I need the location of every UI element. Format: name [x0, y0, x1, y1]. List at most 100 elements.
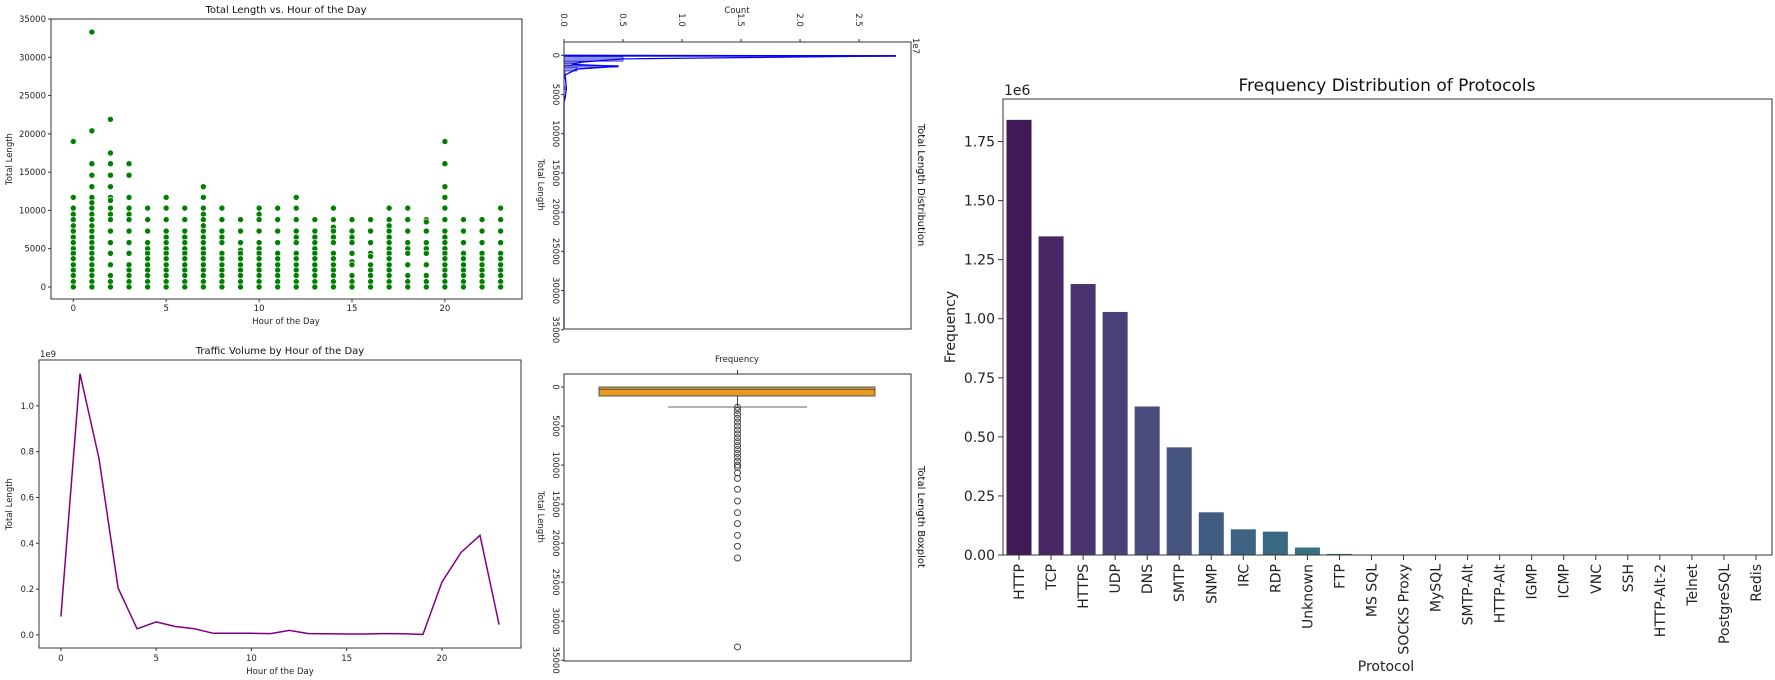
scatter-point [107, 216, 114, 223]
protocol-bar [1294, 546, 1321, 556]
outlier-point [734, 643, 741, 651]
scatter-point [330, 227, 337, 235]
x-tick-label: ICMP [1557, 564, 1573, 598]
x-tick-label: PostgreSQL [1717, 564, 1733, 644]
scatter-point [69, 138, 77, 145]
scatter-point [404, 272, 412, 279]
outlier-point [734, 426, 741, 434]
y-tick-label: 35000 [550, 647, 560, 674]
scatter-point [330, 216, 337, 223]
scatter-point [107, 160, 114, 168]
scatter-point [404, 216, 412, 223]
scatter-point [348, 216, 356, 223]
scatter-point [144, 239, 151, 246]
y-tick-label: 30000 [19, 53, 46, 63]
scatter-point [330, 272, 337, 279]
scatter-point [237, 272, 244, 279]
protocol-bar-chart: Frequency Distribution of Protocols 1e6 … [943, 76, 1773, 675]
scatter-point [144, 272, 151, 279]
scatter-point [88, 160, 96, 168]
scatter-point [162, 204, 170, 212]
outlier-point [734, 449, 741, 457]
scatter-point [478, 239, 486, 246]
x-tick-label: Unknown [1300, 564, 1316, 629]
outlier-point [734, 434, 741, 442]
protocol-bar [1005, 119, 1033, 556]
box-ylabel: Total Length [535, 490, 545, 543]
y-tick-label: 0.6 [20, 493, 34, 503]
outlier-point [734, 406, 741, 414]
x-tick-label: 15 [347, 304, 358, 314]
outlier-point [734, 542, 741, 550]
scatter-point [162, 216, 170, 223]
box [598, 386, 876, 397]
hist-right-label: Total Length Distribution [915, 123, 926, 247]
x-tick-label: 15 [341, 654, 352, 664]
scatter-axes-frame [50, 18, 523, 300]
scatter-point [460, 272, 467, 279]
scatter-point [107, 204, 114, 212]
hist-bar [563, 56, 624, 62]
scatter-point [125, 249, 133, 257]
y-tick-label: 25000 [550, 238, 560, 265]
scatter-point [478, 216, 486, 223]
scatter-point [125, 171, 133, 179]
hist-density-line [563, 54, 896, 329]
scatter-point [181, 227, 189, 235]
x-tick-label: IGMP [1525, 564, 1541, 600]
hist-offset-label: 1e7 [910, 38, 920, 54]
outlier-point [734, 497, 741, 505]
x-tick-label: SNMP [1204, 564, 1220, 604]
x-tick-label: 0.0 [558, 13, 568, 27]
x-tick-label: SMTP [1172, 564, 1188, 602]
y-tick-label: 15000 [550, 159, 560, 186]
outlier-point [734, 453, 741, 461]
scatter-point [441, 138, 449, 145]
y-tick-label: 1.75 [964, 135, 995, 151]
scatter-point [460, 239, 467, 246]
scatter-point [367, 283, 374, 291]
outlier-point [734, 469, 741, 477]
y-tick-label: 10000 [550, 452, 560, 479]
scatter-point [348, 227, 356, 235]
scatter-point [404, 204, 412, 212]
scatter-point [107, 171, 114, 179]
scatter-point [330, 239, 337, 246]
scatter-point [311, 272, 319, 279]
scatter-point [423, 283, 430, 291]
scatter-point [497, 227, 504, 235]
x-tick-label: MS SQL [1364, 564, 1380, 617]
y-tick-label: 0 [41, 283, 46, 293]
outlier-point [734, 403, 741, 411]
x-tick-label: 2.5 [853, 13, 863, 27]
outlier-point [734, 418, 741, 426]
scatter-point [200, 255, 207, 262]
protocol-bar [1262, 531, 1289, 556]
scatter-point [255, 255, 263, 262]
x-tick-label: 10 [246, 654, 257, 664]
x-tick-label: DNS [1140, 564, 1156, 594]
protocol-bar [1166, 446, 1193, 556]
hist-axes-frame [563, 41, 912, 330]
y-tick-label: 35000 [550, 316, 560, 343]
scatter-point [292, 227, 300, 235]
scatter-point [274, 283, 281, 291]
x-tick-label: HTTP-Alt [1493, 564, 1509, 624]
y-tick-label: 0.75 [964, 371, 995, 387]
scatter-point [441, 272, 449, 279]
scatter-point [255, 283, 263, 291]
y-tick-label: 20000 [550, 530, 560, 557]
scatter-point [69, 227, 77, 235]
scatter-point [348, 249, 356, 257]
scatter-point [311, 227, 319, 235]
scatter-point [385, 216, 393, 223]
line-chart: Traffic Volume by Hour of the Day 1e9 Ho… [5, 346, 522, 677]
x-tick-label: 0.5 [617, 13, 627, 27]
y-tick-label: 0.2 [20, 585, 34, 595]
scatter-point [441, 283, 449, 291]
scatter-xlabel: Hour of the Day [252, 317, 320, 327]
scatter-point [181, 216, 189, 223]
outlier-point [734, 520, 741, 528]
scatter-point [69, 283, 77, 291]
